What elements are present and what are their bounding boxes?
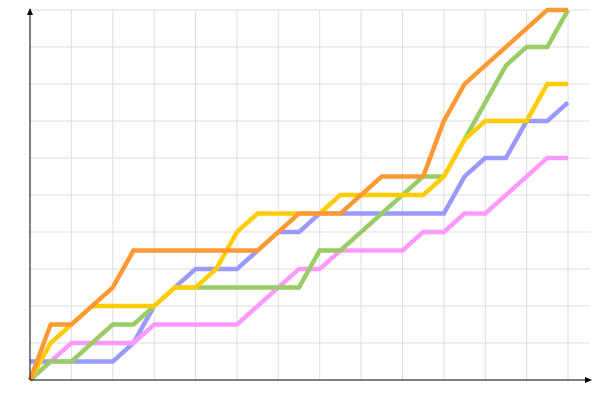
series-lines [27, 7, 570, 382]
series-line-2 [28, 155, 568, 382]
series-line-1 [30, 100, 570, 364]
axes [27, 8, 592, 383]
x-axis-arrow-icon [585, 377, 592, 383]
series-line-5 [27, 7, 568, 381]
y-axis-arrow-icon [27, 8, 33, 15]
series-line-3 [28, 8, 570, 382]
